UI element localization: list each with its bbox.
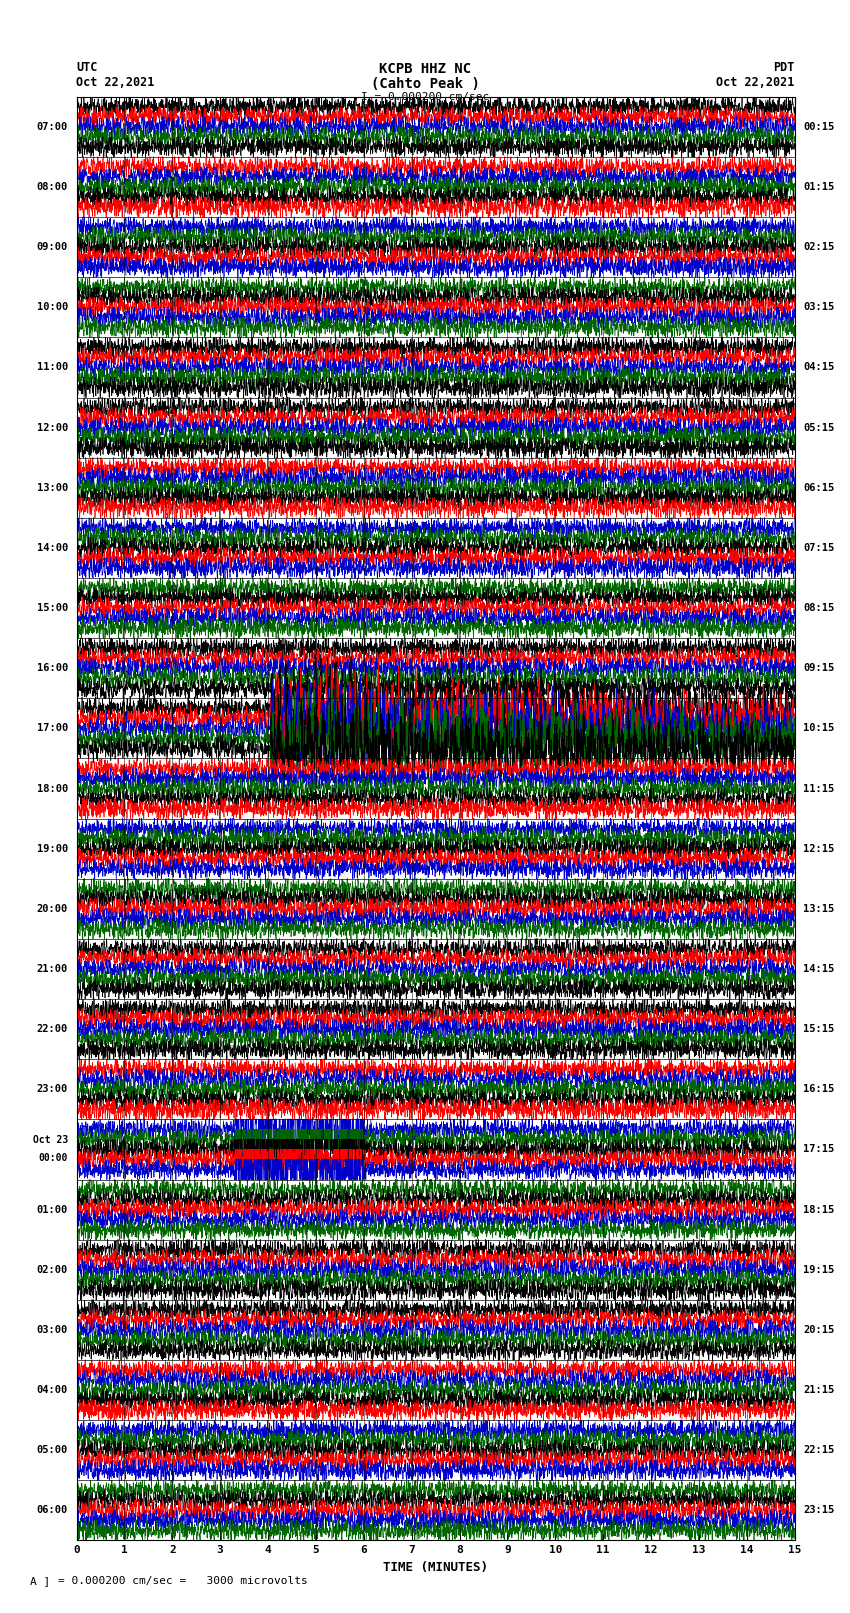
Text: 17:00: 17:00 <box>37 723 68 734</box>
Text: 07:00: 07:00 <box>37 123 68 132</box>
Text: 03:00: 03:00 <box>37 1324 68 1336</box>
Text: 10:00: 10:00 <box>37 302 68 313</box>
Text: Oct 23: Oct 23 <box>32 1136 68 1145</box>
Text: 19:00: 19:00 <box>37 844 68 853</box>
Text: Oct 22,2021: Oct 22,2021 <box>717 76 795 89</box>
X-axis label: TIME (MINUTES): TIME (MINUTES) <box>383 1561 488 1574</box>
Text: 14:00: 14:00 <box>37 544 68 553</box>
Text: 04:00: 04:00 <box>37 1386 68 1395</box>
Text: 05:15: 05:15 <box>803 423 835 432</box>
Text: 13:15: 13:15 <box>803 903 835 915</box>
Text: 08:15: 08:15 <box>803 603 835 613</box>
Text: 06:00: 06:00 <box>37 1505 68 1515</box>
Text: 11:15: 11:15 <box>803 784 835 794</box>
Text: PDT: PDT <box>774 61 795 74</box>
Text: KCPB HHZ NC: KCPB HHZ NC <box>379 63 471 76</box>
Text: 08:00: 08:00 <box>37 182 68 192</box>
Text: 18:00: 18:00 <box>37 784 68 794</box>
Text: 01:00: 01:00 <box>37 1205 68 1215</box>
Text: 22:00: 22:00 <box>37 1024 68 1034</box>
Text: 20:00: 20:00 <box>37 903 68 915</box>
Text: 14:15: 14:15 <box>803 965 835 974</box>
Text: 15:00: 15:00 <box>37 603 68 613</box>
Text: 15:15: 15:15 <box>803 1024 835 1034</box>
Text: 02:15: 02:15 <box>803 242 835 252</box>
Text: 17:15: 17:15 <box>803 1145 835 1155</box>
Text: 12:00: 12:00 <box>37 423 68 432</box>
Text: 23:00: 23:00 <box>37 1084 68 1094</box>
Text: 23:15: 23:15 <box>803 1505 835 1515</box>
Text: 03:15: 03:15 <box>803 302 835 313</box>
Text: 12:15: 12:15 <box>803 844 835 853</box>
Text: 10:15: 10:15 <box>803 723 835 734</box>
Text: 11:00: 11:00 <box>37 363 68 373</box>
Text: 18:15: 18:15 <box>803 1205 835 1215</box>
Text: A ]: A ] <box>30 1576 50 1586</box>
Text: 00:00: 00:00 <box>38 1153 68 1163</box>
Text: 02:00: 02:00 <box>37 1265 68 1274</box>
Text: 04:15: 04:15 <box>803 363 835 373</box>
Text: 09:15: 09:15 <box>803 663 835 673</box>
Text: 16:15: 16:15 <box>803 1084 835 1094</box>
Text: 20:15: 20:15 <box>803 1324 835 1336</box>
Text: 22:15: 22:15 <box>803 1445 835 1455</box>
Text: 13:00: 13:00 <box>37 482 68 492</box>
Text: I = 0.000200 cm/sec: I = 0.000200 cm/sec <box>361 92 489 102</box>
Text: = 0.000200 cm/sec =   3000 microvolts: = 0.000200 cm/sec = 3000 microvolts <box>58 1576 308 1586</box>
Text: 01:15: 01:15 <box>803 182 835 192</box>
Text: 21:00: 21:00 <box>37 965 68 974</box>
Text: 09:00: 09:00 <box>37 242 68 252</box>
Text: UTC: UTC <box>76 61 98 74</box>
Text: (Cahto Peak ): (Cahto Peak ) <box>371 77 479 90</box>
Text: 19:15: 19:15 <box>803 1265 835 1274</box>
Text: 00:15: 00:15 <box>803 123 835 132</box>
Text: 05:00: 05:00 <box>37 1445 68 1455</box>
Text: 21:15: 21:15 <box>803 1386 835 1395</box>
Text: 06:15: 06:15 <box>803 482 835 492</box>
Text: 16:00: 16:00 <box>37 663 68 673</box>
Text: 07:15: 07:15 <box>803 544 835 553</box>
Text: Oct 22,2021: Oct 22,2021 <box>76 76 155 89</box>
